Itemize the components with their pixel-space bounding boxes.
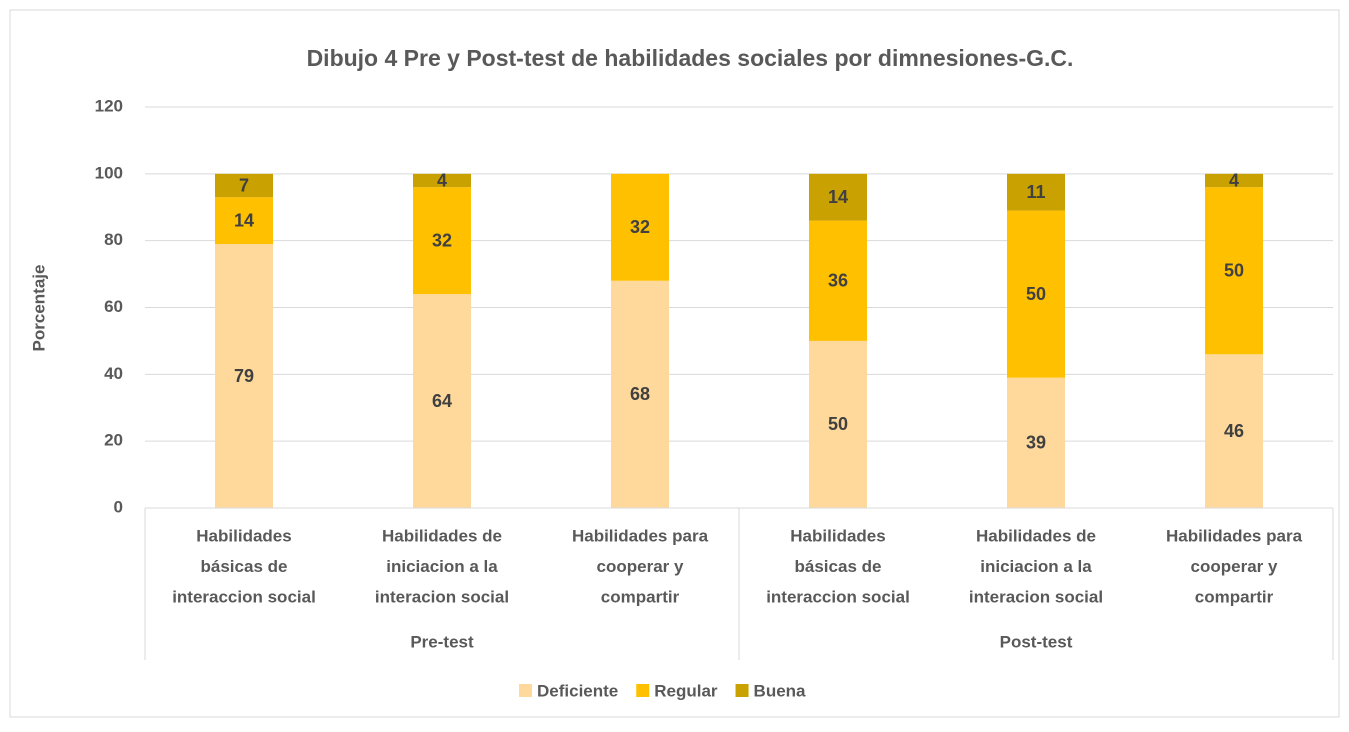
x-tick-label: compartir xyxy=(1195,587,1274,606)
x-tick-label: Habilidades xyxy=(196,526,291,545)
legend-swatch xyxy=(636,684,650,697)
x-tick-label: cooperar y xyxy=(597,557,684,576)
data-label: 14 xyxy=(234,210,254,230)
bar-segment xyxy=(1205,173,1263,188)
bar-segment xyxy=(809,340,867,508)
legend-swatch xyxy=(735,684,749,697)
y-tick-label: 0 xyxy=(114,497,123,516)
group-label: Post-test xyxy=(1000,632,1073,651)
legend-label: Buena xyxy=(754,681,807,700)
y-tick-label: 60 xyxy=(104,297,123,316)
legend-label: Regular xyxy=(654,681,718,700)
data-label: 36 xyxy=(828,271,848,291)
chart-border xyxy=(9,9,1340,718)
data-label: 64 xyxy=(432,391,452,411)
x-tick-label: iniciacion a la xyxy=(980,557,1092,576)
x-tick-label: básicas de xyxy=(201,557,288,576)
bar-segment xyxy=(413,173,471,188)
legend-swatch xyxy=(519,684,532,697)
y-axis-label: Porcentaje xyxy=(29,265,48,352)
data-label: 4 xyxy=(1229,170,1239,190)
data-label: 50 xyxy=(1026,284,1046,304)
bar-segment xyxy=(1205,187,1263,355)
bar-segment xyxy=(1007,173,1065,211)
x-tick-label: cooperar y xyxy=(1191,557,1278,576)
data-label: 11 xyxy=(1026,182,1045,202)
data-label: 39 xyxy=(1026,433,1046,453)
legend-label: Deficiente xyxy=(537,681,618,700)
data-label: 7 xyxy=(239,175,249,195)
x-tick-label: Habilidades para xyxy=(1166,526,1303,545)
data-label: 46 xyxy=(1224,421,1244,441)
bar-segment xyxy=(809,220,867,341)
bar-segment xyxy=(611,280,669,508)
data-label: 79 xyxy=(234,366,254,386)
x-tick-label: Habilidades xyxy=(790,526,885,545)
bar-segment xyxy=(215,173,273,198)
x-tick-label: Habilidades de xyxy=(976,526,1096,545)
y-tick-label: 80 xyxy=(104,230,123,249)
data-label: 32 xyxy=(432,230,452,250)
y-tick-label: 40 xyxy=(104,364,123,383)
y-tick-label: 20 xyxy=(104,431,123,450)
x-tick-label: interacion social xyxy=(375,587,509,606)
x-tick-label: básicas de xyxy=(795,557,882,576)
bar-segment xyxy=(1007,210,1065,378)
y-tick-label: 100 xyxy=(95,163,123,182)
data-label: 4 xyxy=(437,170,447,190)
group-label: Pre-test xyxy=(410,632,474,651)
bar-segment xyxy=(413,187,471,295)
y-tick-label: 120 xyxy=(95,96,123,115)
x-tick-label: Habilidades para xyxy=(572,526,709,545)
x-tick-label: interaccion social xyxy=(766,587,910,606)
x-tick-label: compartir xyxy=(601,587,680,606)
bar-segment xyxy=(215,197,273,245)
bar-segment xyxy=(809,173,867,221)
data-label: 14 xyxy=(828,187,848,207)
bar-segment xyxy=(413,294,471,508)
bar-segment xyxy=(1007,377,1065,508)
data-label: 50 xyxy=(1224,260,1244,280)
chart-title: Dibujo 4 Pre y Post-test de habilidades … xyxy=(307,45,1074,71)
data-label: 50 xyxy=(828,414,848,434)
x-tick-label: interacion social xyxy=(969,587,1103,606)
data-label: 32 xyxy=(630,217,650,237)
x-tick-label: Habilidades de xyxy=(382,526,502,545)
x-tick-label: interaccion social xyxy=(172,587,316,606)
bar-segment xyxy=(1205,354,1263,508)
bar-segment xyxy=(611,173,669,281)
bar-segment xyxy=(215,244,273,508)
data-label: 68 xyxy=(630,384,650,404)
x-tick-label: iniciacion a la xyxy=(386,557,498,576)
